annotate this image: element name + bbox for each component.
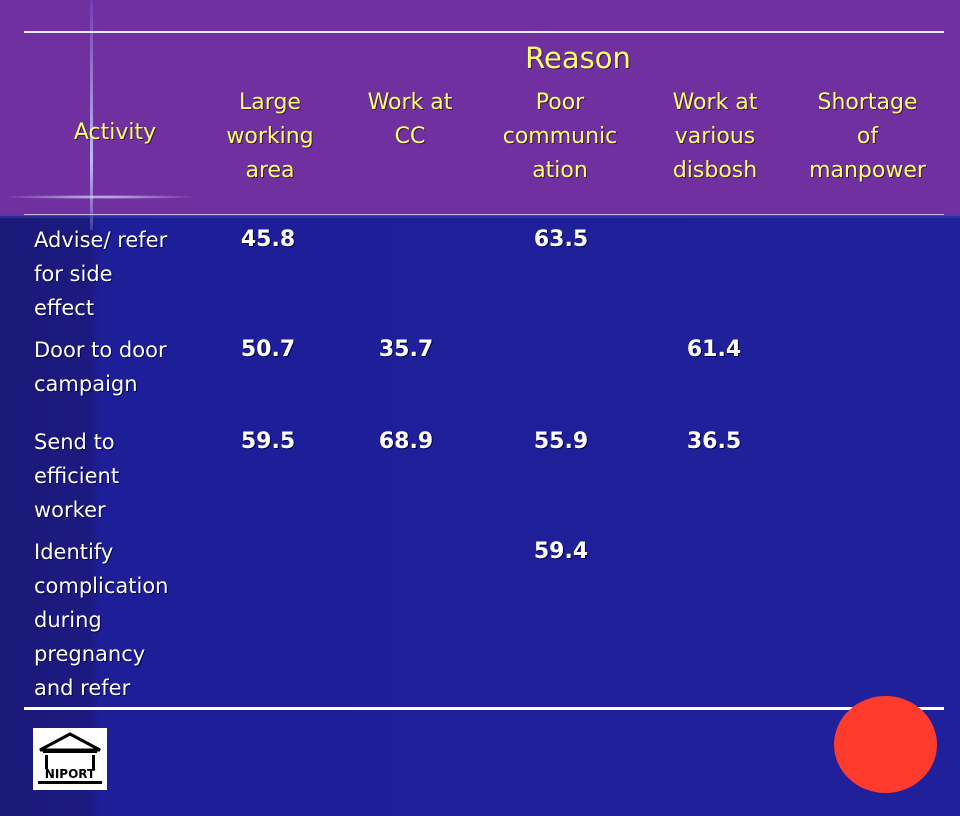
cell-value: 68.9	[378, 429, 434, 454]
cell-value: 55.9	[533, 429, 589, 454]
column-header-work-at-various-disbosh: Work at various disbosh	[672, 90, 758, 183]
column-header-work-at-cc: Work at CC	[367, 90, 453, 149]
row-label-send-to-efficient-worker: Send to efficient worker	[34, 430, 120, 522]
column-header-large-working-area: Large working area	[226, 90, 314, 183]
column-header-activity: Activity	[73, 120, 157, 145]
cell-value: 59.5	[240, 429, 296, 454]
group-header-reason: Reason	[525, 41, 631, 75]
decorative-glow-horizontal	[0, 195, 200, 199]
cell-value: 35.7	[378, 337, 434, 362]
decorative-glow-vertical	[90, 0, 93, 230]
column-header-shortage-of-manpower: Shortage of manpower	[809, 90, 926, 183]
cell-value: 36.5	[686, 429, 742, 454]
cell-value: 63.5	[533, 227, 589, 252]
cell-value: 45.8	[240, 227, 296, 252]
building-icon: NIPORT	[38, 732, 102, 784]
column-header-poor-communication: Poor communic ation	[502, 90, 618, 183]
header-band	[0, 0, 960, 216]
row-label-advise-refer: Advise/ refer for side effect	[34, 228, 168, 320]
table-top-rule	[24, 31, 944, 33]
cell-value: 59.4	[533, 539, 589, 564]
table-bottom-rule	[24, 707, 944, 710]
cell-value: 50.7	[240, 337, 296, 362]
red-circle-marker	[834, 696, 937, 793]
header-shadow	[0, 212, 960, 218]
niport-logo: NIPORT	[33, 728, 107, 790]
row-label-door-to-door: Door to door campaign	[34, 338, 167, 396]
row-label-identify-complication: Identify complication during pregnancy a…	[34, 540, 169, 700]
logo-text: NIPORT	[45, 767, 96, 781]
cell-value: 61.4	[686, 337, 742, 362]
table-header-rule	[24, 214, 944, 215]
